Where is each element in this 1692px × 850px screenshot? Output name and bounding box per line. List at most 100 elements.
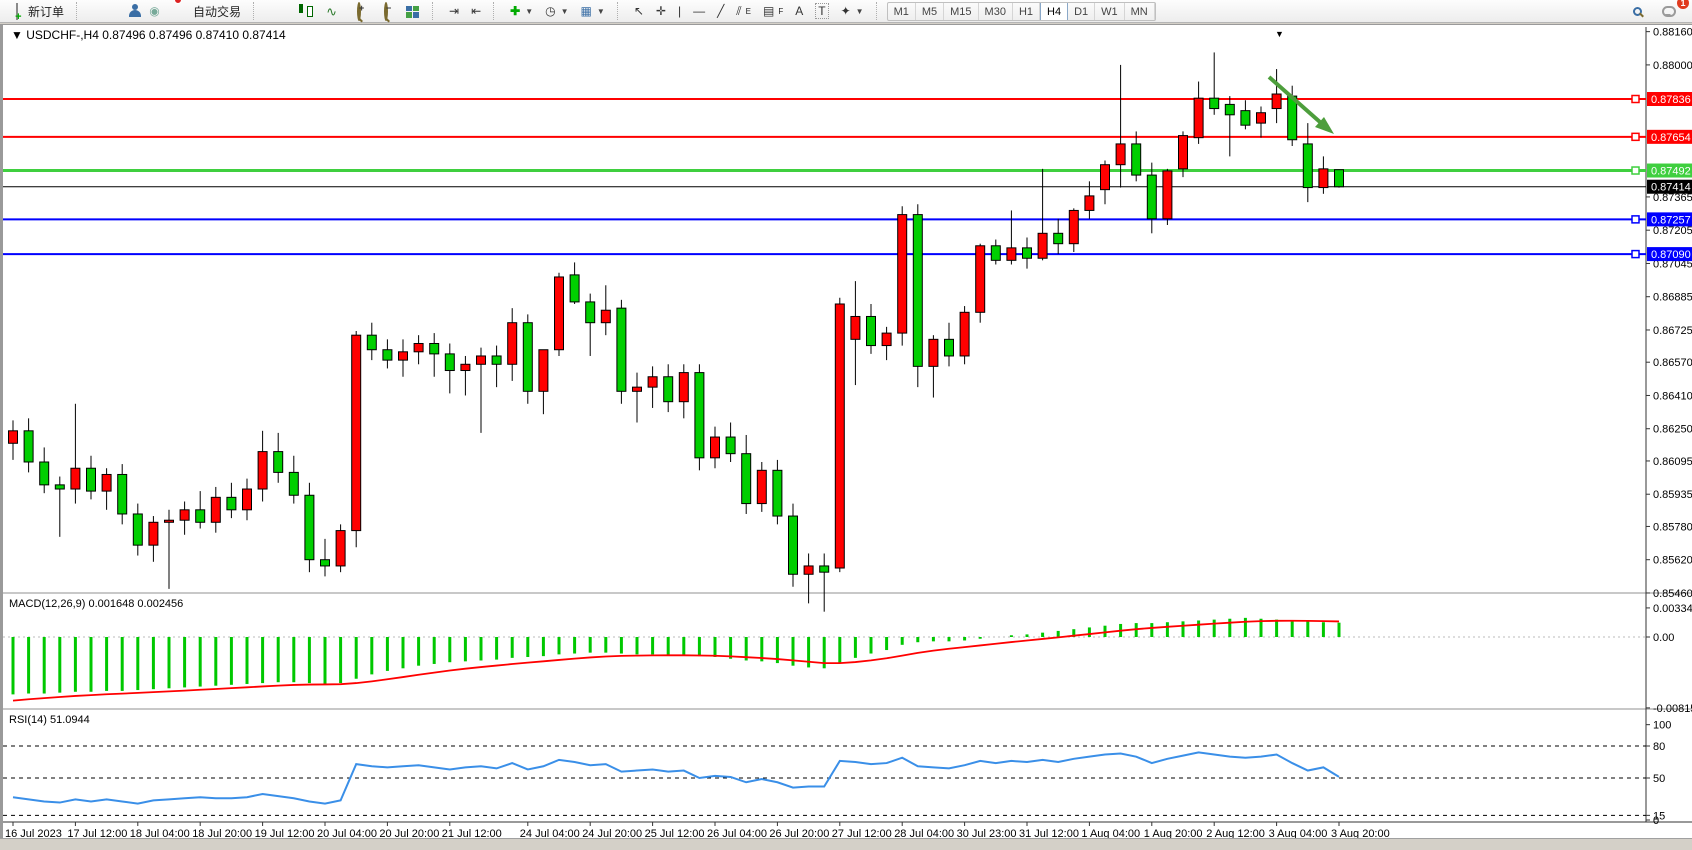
- cleanup-button[interactable]: [87, 1, 114, 21]
- candlestick[interactable]: [819, 565, 830, 573]
- candlestick[interactable]: [351, 334, 362, 532]
- timeframe-button-h1[interactable]: H1: [1013, 2, 1041, 20]
- candlestick[interactable]: [850, 315, 861, 340]
- candlestick[interactable]: [1162, 170, 1173, 220]
- text-tool-button[interactable]: A: [789, 1, 809, 21]
- candlestick[interactable]: [444, 353, 455, 372]
- periods-button[interactable]: ◷ ▼: [539, 1, 574, 21]
- candlestick[interactable]: [725, 436, 736, 455]
- market-watch-button[interactable]: [114, 1, 141, 21]
- candlestick[interactable]: [39, 461, 50, 486]
- candlestick[interactable]: [912, 214, 923, 367]
- candlestick[interactable]: [413, 342, 424, 353]
- candlestick[interactable]: [647, 376, 658, 388]
- candlestick[interactable]: [788, 515, 798, 575]
- candlestick[interactable]: [1209, 97, 1220, 110]
- candlestick[interactable]: [1115, 143, 1126, 166]
- line-handle-marker[interactable]: [1631, 94, 1640, 104]
- chart-shift-button[interactable]: ⇤: [465, 1, 487, 21]
- candlestick[interactable]: [335, 530, 346, 567]
- line-handle-marker[interactable]: [1631, 132, 1640, 142]
- candlestick-chart-button[interactable]: [291, 1, 318, 21]
- candlestick[interactable]: [148, 521, 159, 546]
- candlestick[interactable]: [1302, 143, 1313, 189]
- candlestick[interactable]: [398, 351, 408, 361]
- timeframe-button-mn[interactable]: MN: [1125, 2, 1155, 20]
- timeframe-button-m15[interactable]: M15: [944, 2, 979, 20]
- candlestick[interactable]: [1334, 169, 1344, 188]
- candlestick[interactable]: [554, 276, 564, 351]
- candlestick[interactable]: [1006, 247, 1017, 261]
- new-order-button[interactable]: 新订单: [3, 1, 70, 21]
- timeframe-button-m5[interactable]: M5: [916, 2, 945, 20]
- tile-windows-button[interactable]: [399, 1, 426, 21]
- candlestick[interactable]: [195, 509, 206, 523]
- candlestick[interactable]: [694, 372, 705, 459]
- candlestick[interactable]: [585, 301, 596, 324]
- candlestick[interactable]: [132, 513, 143, 546]
- channel-tool-button[interactable]: ⫽ E: [730, 1, 757, 21]
- cursor-tool-button[interactable]: ↖: [628, 1, 650, 21]
- candlestick[interactable]: [320, 559, 330, 567]
- crosshair-tool-button[interactable]: ✛: [650, 1, 672, 21]
- timeframe-button-h4[interactable]: H4: [1040, 2, 1069, 20]
- candlestick[interactable]: [242, 488, 252, 511]
- timeframe-button-m1[interactable]: M1: [888, 2, 916, 20]
- candlestick[interactable]: [897, 214, 908, 334]
- candlestick[interactable]: [834, 303, 845, 569]
- candlestick[interactable]: [1224, 103, 1235, 116]
- candlestick[interactable]: [8, 430, 18, 444]
- candlestick[interactable]: [101, 473, 112, 492]
- candlestick[interactable]: [772, 469, 783, 517]
- bar-chart-button[interactable]: [264, 1, 291, 21]
- label-tool-button[interactable]: T: [809, 1, 834, 21]
- timeframe-button-m30[interactable]: M30: [979, 2, 1013, 20]
- candlestick[interactable]: [1084, 195, 1095, 211]
- candlestick[interactable]: [663, 376, 674, 403]
- candlestick[interactable]: [54, 484, 65, 490]
- candlestick[interactable]: [86, 467, 96, 492]
- candlestick[interactable]: [1193, 97, 1204, 139]
- vertical-line-tool-button[interactable]: |: [672, 1, 687, 21]
- templates-button[interactable]: ▦ ▼: [575, 1, 611, 21]
- candlestick[interactable]: [944, 338, 954, 357]
- candlestick[interactable]: [1100, 164, 1110, 191]
- candlestick[interactable]: [756, 469, 767, 505]
- candlestick[interactable]: [600, 309, 611, 324]
- candlestick[interactable]: [1256, 112, 1266, 124]
- candlestick[interactable]: [881, 332, 892, 347]
- candlestick[interactable]: [491, 355, 502, 365]
- candlestick[interactable]: [632, 386, 642, 392]
- arrows-tool-button[interactable]: ✦ ▼: [835, 1, 870, 21]
- candlestick[interactable]: [1271, 93, 1282, 110]
- candlestick[interactable]: [616, 307, 627, 392]
- candlestick[interactable]: [273, 451, 284, 473]
- candlestick[interactable]: [210, 496, 221, 523]
- candlestick[interactable]: [928, 338, 939, 367]
- candlestick[interactable]: [741, 453, 752, 505]
- zoom-out-button[interactable]: −: [372, 1, 399, 21]
- candlestick[interactable]: [1131, 143, 1142, 176]
- candlestick[interactable]: [257, 451, 268, 490]
- candlestick[interactable]: [538, 349, 549, 392]
- candlestick[interactable]: [1318, 168, 1329, 189]
- candlestick[interactable]: [382, 349, 393, 361]
- candlestick[interactable]: [117, 473, 128, 515]
- candlestick[interactable]: [429, 342, 440, 355]
- timeframe-button-w1[interactable]: W1: [1095, 2, 1125, 20]
- candlestick[interactable]: [366, 334, 377, 351]
- candlestick[interactable]: [476, 355, 486, 365]
- candlestick[interactable]: [164, 519, 174, 523]
- candlestick[interactable]: [522, 322, 533, 392]
- candlestick[interactable]: [1240, 110, 1251, 126]
- collapse-arrow-icon[interactable]: ▼: [1275, 29, 1284, 39]
- notifications-button[interactable]: 1: [1656, 0, 1689, 21]
- line-handle-marker[interactable]: [1631, 215, 1640, 224]
- candlestick[interactable]: [710, 436, 720, 459]
- candlestick[interactable]: [975, 245, 986, 313]
- indicators-button[interactable]: ✚ ▼: [504, 1, 539, 21]
- candlestick[interactable]: [70, 467, 81, 490]
- candlestick[interactable]: [990, 245, 1001, 261]
- auto-scroll-button[interactable]: ⇥: [443, 1, 465, 21]
- candlestick[interactable]: [959, 311, 970, 357]
